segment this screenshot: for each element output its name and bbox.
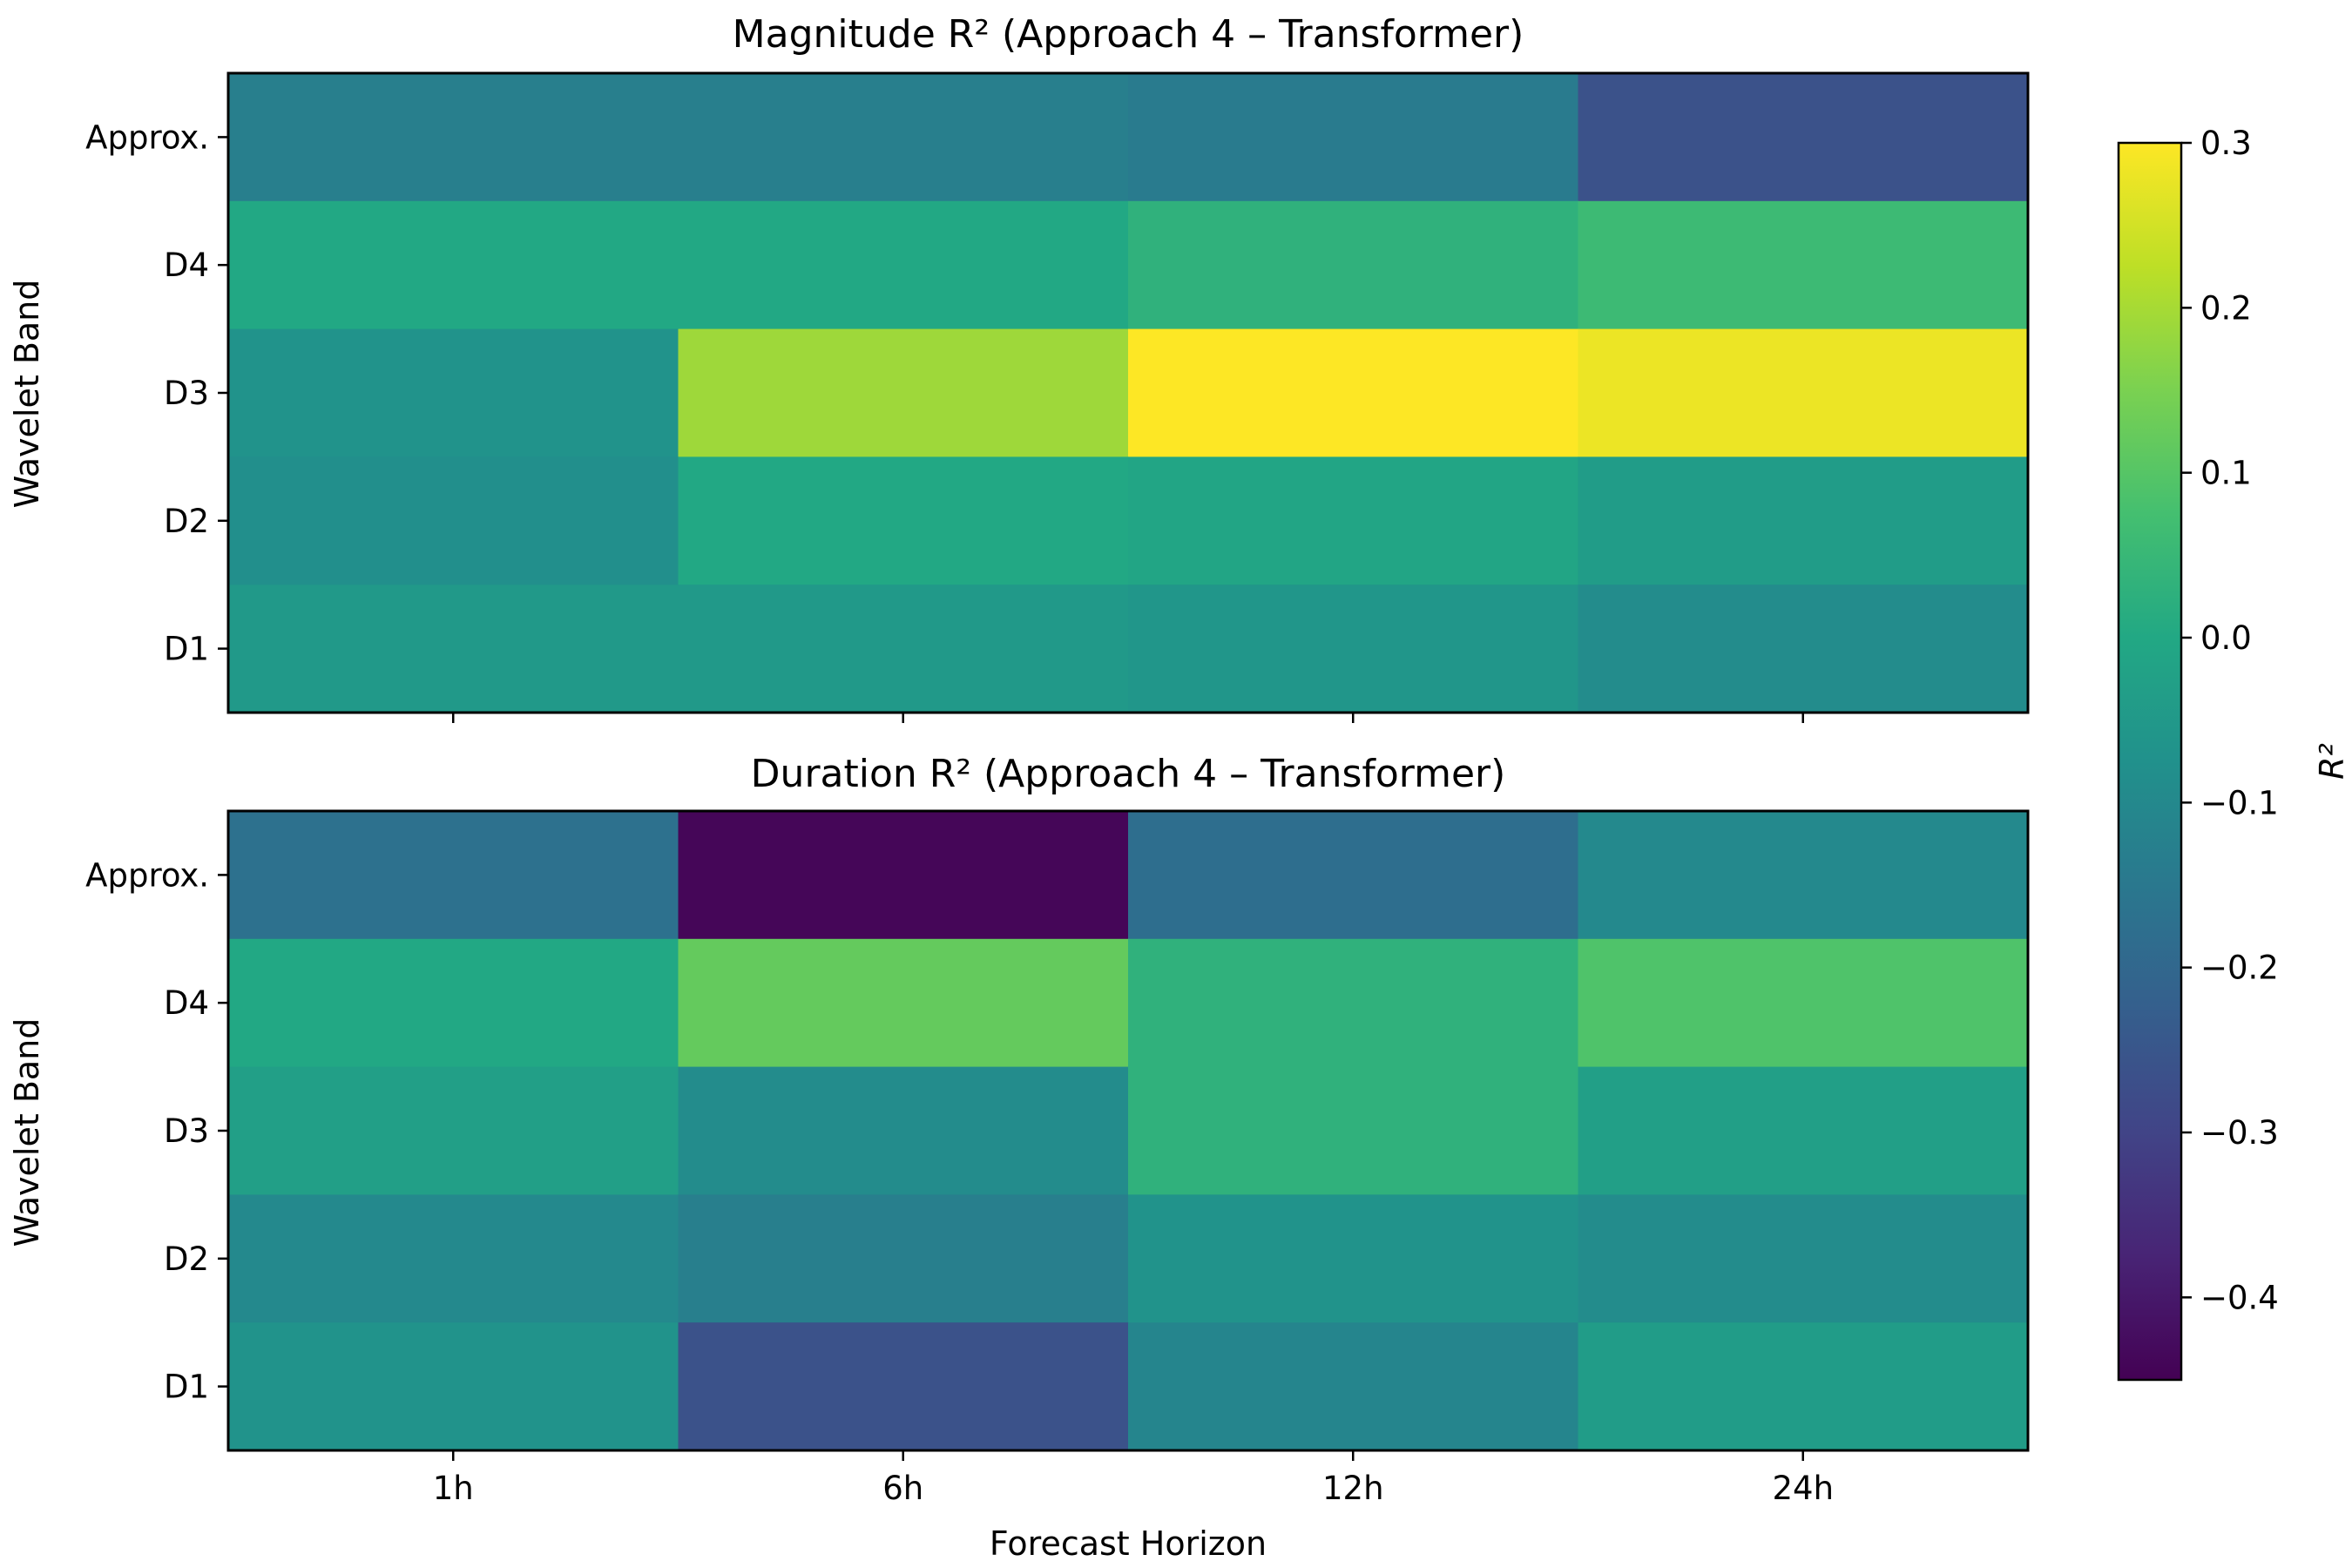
heatmap-cell [678,456,1129,585]
y-tick-label: D4 [164,247,209,284]
heatmap-cell [1128,456,1579,585]
heatmap-cell [1578,938,2029,1068]
y-tick-label: Approx. [85,856,209,894]
heatmap-cell [678,938,1129,1068]
magnitude-heatmap-panel: Magnitude R² (Approach 4 – Transformer) … [8,12,2030,723]
heatmap-cell [1128,73,1579,202]
duration-plot-frame [226,809,2030,1452]
heatmap-cell [228,1066,679,1195]
colorbar-tick-label: −0.1 [2200,784,2279,821]
heatmap-cell [678,585,1129,713]
heatmap-cell [228,200,679,330]
y-tick-label: D1 [164,631,209,668]
heatmap-cell [1128,811,1579,940]
magnitude-chart-title: Magnitude R² (Approach 4 – Transformer) [733,12,1524,57]
y-tick-label: D3 [164,375,209,412]
heatmap-cell [228,73,679,202]
heatmap-cell [678,200,1129,330]
heatmap-cell [1128,328,1579,457]
duration-x-ticks [452,1450,1804,1461]
colorbar-label: R² [2313,743,2351,780]
heatmap-cell [678,328,1129,457]
heatmap-cell [1578,200,2029,330]
heatmap-cell [678,811,1129,940]
heatmap-cell [228,1322,679,1451]
y-tick-label: Approx. [85,118,209,156]
magnitude-y-axis-label: Wavelet Band [8,280,46,509]
heatmap-cell [1578,456,2029,585]
heatmap-cell [678,73,1129,202]
y-tick-label: D1 [164,1369,209,1406]
duration-heatmap-panel: Duration R² (Approach 4 – Transformer) W… [8,752,2030,1563]
y-tick-label: D2 [164,503,209,540]
colorbar-tick-label: −0.3 [2200,1114,2279,1152]
colorbar-gradient [2117,141,2183,1382]
heatmap-cell [1128,1066,1579,1195]
x-tick-label: 6h [882,1470,923,1507]
heatmap-cell [228,938,679,1068]
y-tick-label: D2 [164,1240,209,1278]
heatmap-cell [1578,1194,2029,1323]
heatmap-cell [1128,585,1579,713]
colorbar: 0.3 0.2 0.1 0.0 −0.1 −0.2 −0.3 −0.4 R² [2117,125,2351,1382]
heatmap-cell [678,1066,1129,1195]
heatmap-cell [1128,1322,1579,1451]
colorbar-tick-label: 0.1 [2200,455,2252,492]
x-tick-label: 1h [433,1470,474,1507]
duration-heatmap-cells [228,811,2029,1451]
heatmap-cell [678,1322,1129,1451]
duration-x-tick-labels: 1h 6h 12h 24h [433,1470,1834,1507]
colorbar-ticks: 0.3 0.2 0.1 0.0 −0.1 −0.2 −0.3 −0.4 [2181,125,2279,1316]
colorbar-tick-label: 0.2 [2200,289,2252,327]
x-axis-label: Forecast Horizon [990,1524,1267,1563]
duration-y-axis-label: Wavelet Band [8,1018,46,1247]
heatmap-cell [1578,811,2029,940]
colorbar-tick-label: 0.3 [2200,125,2252,162]
heatmap-cell [228,811,679,940]
heatmap-cell [1578,1066,2029,1195]
heatmap-cell [1128,938,1579,1068]
heatmap-cell [1578,1322,2029,1451]
magnitude-plot-frame [226,71,2030,714]
heatmap-cell [1128,1194,1579,1323]
magnitude-y-tick-labels: Approx. D4 D3 D2 D1 [85,118,228,668]
duration-chart-title: Duration R² (Approach 4 – Transformer) [751,752,1506,796]
y-tick-label: D3 [164,1112,209,1150]
heatmap-cell [1128,200,1579,330]
heatmap-cell [1578,585,2029,713]
heatmap-cell [1578,73,2029,202]
x-tick-label: 12h [1322,1470,1384,1507]
colorbar-tick-label: −0.2 [2200,950,2279,987]
colorbar-tick-label: 0.0 [2200,619,2252,657]
heatmap-cell [1578,328,2029,457]
y-tick-label: D4 [164,984,209,1022]
heatmap-cell [228,1194,679,1323]
duration-y-tick-labels: Approx. D4 D3 D2 D1 [85,856,228,1406]
x-tick-label: 24h [1772,1470,1834,1507]
heatmap-cell [228,585,679,713]
heatmap-cell [228,328,679,457]
heatmap-cell [228,456,679,585]
colorbar-tick-label: −0.4 [2200,1279,2279,1316]
magnitude-heatmap-cells [228,73,2029,713]
heatmap-cell [678,1194,1129,1323]
magnitude-x-ticks [452,713,1804,723]
